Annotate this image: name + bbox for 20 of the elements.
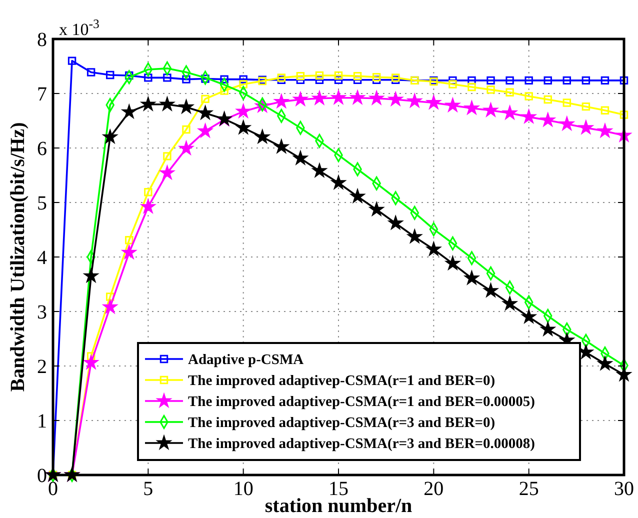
annotation: x 10$^{-3}$ — [59, 17, 100, 39]
x-tick-label: 10 — [233, 478, 254, 500]
legend-label: The improved adaptivep-CSMA(r=3 and BER=0) — [188, 415, 496, 432]
y-tick-label: 5 — [37, 192, 47, 214]
y-tick-label: 8 — [37, 29, 47, 51]
y-tick-label: 1 — [37, 410, 47, 432]
legend-label: The improved adaptivep-CSMA(r=1 and BER=0.00005) — [188, 394, 536, 410]
x-tick-label: 20 — [424, 478, 444, 500]
legend-label: The improved adaptivep-CSMA(r=3 and BER=0.00008) — [188, 436, 536, 452]
y-tick-label: 2 — [37, 356, 47, 378]
y-tick-label: 7 — [37, 84, 47, 106]
y-tick-label: 6 — [37, 138, 47, 160]
legend-label: Adaptive p-CSMA — [188, 352, 304, 368]
y-tick-label: 3 — [37, 302, 47, 324]
legend-label: The improved adaptivep-CSMA(r=1 and BER=0) — [188, 373, 496, 390]
x-tick-label: 25 — [518, 478, 539, 500]
x-tick-label: 5 — [143, 478, 154, 500]
x-tick-label: 30 — [614, 478, 634, 500]
y-axis-title: Bandwidth Utilization(bit/s/Hz) — [7, 122, 29, 392]
y-tick-label: 4 — [37, 247, 47, 269]
